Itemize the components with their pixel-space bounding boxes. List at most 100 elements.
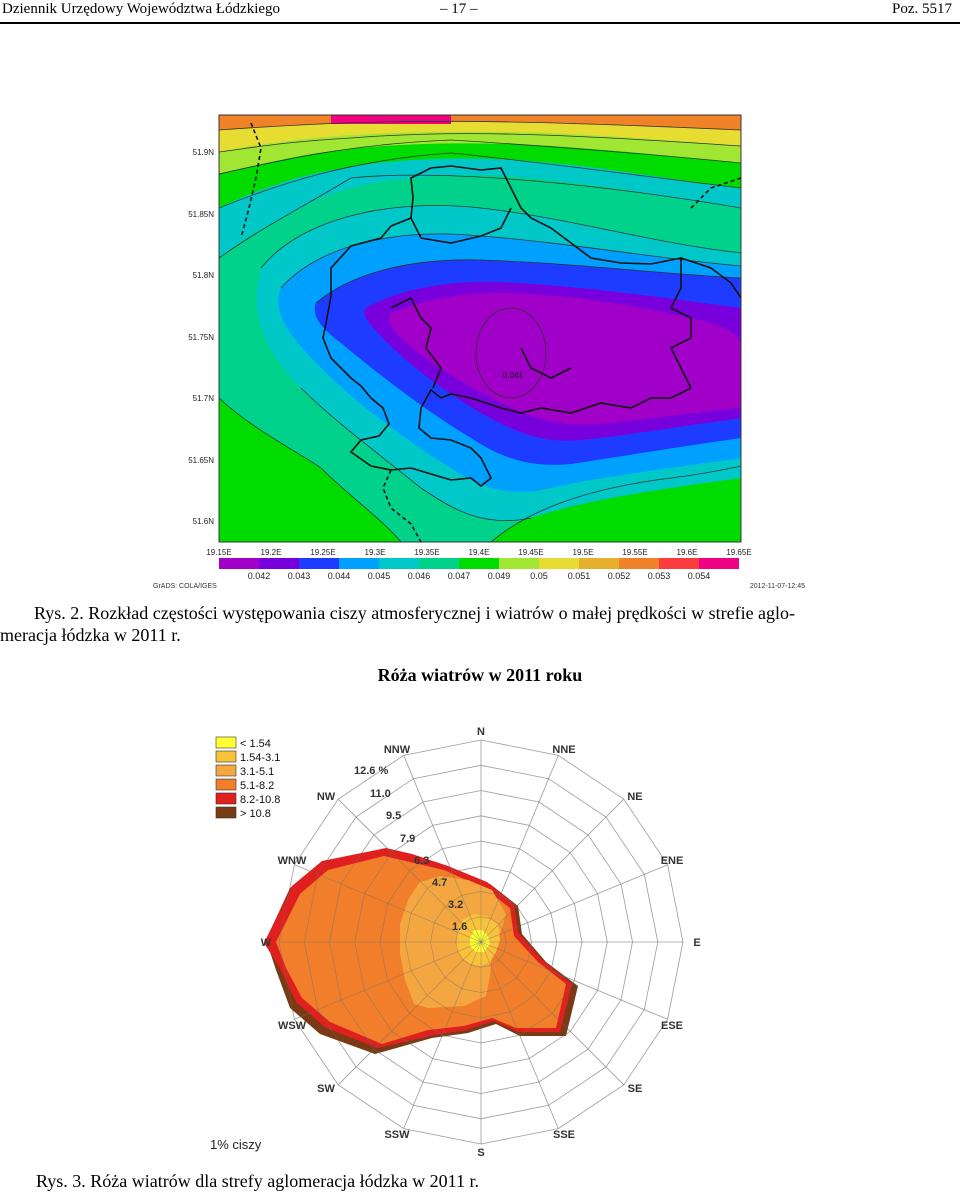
x-axis: 19.15E 19.2E 19.25E 19.3E 19.35E 19.4E 1… <box>206 548 751 557</box>
ring-label: 9.5 <box>386 810 401 822</box>
x-tick: 19.25E <box>310 548 335 557</box>
direction-label: S <box>477 1147 484 1159</box>
direction-label: NNE <box>552 744 575 756</box>
legend-swatch <box>379 558 419 569</box>
legend-swatch <box>539 558 579 569</box>
legend-value: 0.049 <box>488 571 511 581</box>
ring-labels: 1.6 3.2 4.7 6.3 7.9 9.5 11.0 12.6 % <box>354 765 467 933</box>
grid-spoke <box>480 941 625 1086</box>
map-timestamp: 2012-11-07-12:45 <box>750 583 805 590</box>
grid-spoke <box>337 941 482 1086</box>
color-legend-labels: 0.042 0.043 0.044 0.045 0.046 0.047 0.04… <box>248 571 711 581</box>
grid-spoke <box>480 941 668 1020</box>
figure3-caption: Rys. 3. Róża wiatrów dla strefy aglomera… <box>36 1171 479 1191</box>
grid-spoke <box>480 864 668 943</box>
legend-swatch <box>459 558 499 569</box>
figure2-caption-line1: Rys. 2. Rozkład częstości występowania c… <box>34 603 796 623</box>
color-legend <box>219 558 739 569</box>
legend-swatch <box>215 806 237 819</box>
legend-swatch <box>215 792 237 805</box>
grid-spoke <box>294 864 482 943</box>
wind-rose-title: Róża wiatrów w 2011 roku <box>377 665 583 685</box>
district-boundaries <box>240 122 741 542</box>
rose-band-yellow <box>470 930 490 952</box>
x-tick: 19.2E <box>261 548 282 557</box>
legend-label: < 1.54 <box>240 738 271 750</box>
y-tick: 51.9N <box>193 148 215 157</box>
journal-title: Dziennik Urzędowy Województwa Łódzkiego <box>2 1 281 17</box>
x-tick: 19.5E <box>573 548 594 557</box>
grid-ring <box>329 790 633 1094</box>
direction-label: SW <box>317 1083 335 1095</box>
legend-swatch <box>419 558 459 569</box>
x-tick: 19.3E <box>365 548 386 557</box>
x-tick: 19.65E <box>726 548 751 557</box>
x-tick: 19.55E <box>622 548 647 557</box>
figure-wind-rose: 1.6 3.2 4.7 6.3 7.9 9.5 11.0 12.6 % N NN… <box>200 718 720 1163</box>
x-tick: 19.6E <box>677 548 698 557</box>
ring-label: 11.0 <box>370 788 391 800</box>
legend-swatch <box>215 750 237 763</box>
grid-spoke <box>480 941 559 1129</box>
grid-ring <box>430 891 532 993</box>
grid-ring <box>278 739 684 1145</box>
grid-ring <box>404 865 558 1019</box>
y-tick: 51.75N <box>188 333 214 342</box>
grid-ring <box>303 764 659 1120</box>
legend-swatch <box>259 558 299 569</box>
legend-swatch <box>215 778 237 791</box>
figure2-caption-line2: meracja łódzka w 2011 r. <box>0 625 181 645</box>
grid-spoke <box>480 798 625 943</box>
calm-label: 1% ciszy <box>210 1137 262 1152</box>
y-tick: 51.65N <box>188 456 214 465</box>
direction-labels: N NNE NE ENE E ESE SE SSE S SSW SW WSW W… <box>261 726 701 1159</box>
grid-ring <box>455 916 507 968</box>
legend-value: 0.046 <box>408 571 431 581</box>
legend-label: 1.54-3.1 <box>240 752 280 764</box>
legend-swatch <box>659 558 699 569</box>
page-header: Dziennik Urzędowy Województwa Łódzkiego … <box>0 0 960 24</box>
grads-credit: GrADS: COLA/IGES <box>153 583 217 590</box>
legend-label: 8.2-10.8 <box>240 794 280 806</box>
header-rule <box>0 22 960 24</box>
legend-label: 3.1-5.1 <box>240 766 274 778</box>
grid-spoke <box>294 941 482 1020</box>
legend-value: 0.044 <box>328 571 351 581</box>
position-number: Poz. 5517 <box>892 1 952 17</box>
x-tick: 19.4E <box>469 548 490 557</box>
direction-label: WSW <box>278 1020 307 1032</box>
direction-label: W <box>261 937 272 949</box>
ring-label: 3.2 <box>448 899 463 911</box>
y-tick: 51.7N <box>193 394 215 403</box>
wind-rose-grid-overlay <box>278 739 684 1145</box>
direction-label: SSW <box>384 1129 410 1141</box>
legend-value: 0.047 <box>448 571 471 581</box>
plot-frame <box>218 114 742 543</box>
ring-label: 4.7 <box>432 877 447 889</box>
legend-value: 0.054 <box>688 571 711 581</box>
legend-value: 0.053 <box>648 571 671 581</box>
legend-swatch <box>339 558 379 569</box>
legend-value: 0.051 <box>568 571 591 581</box>
legend-swatch <box>299 558 339 569</box>
direction-label: ESE <box>661 1020 683 1032</box>
y-tick: 51.8N <box>193 271 215 280</box>
legend-value: 0.042 <box>248 571 271 581</box>
grid-spoke <box>403 755 482 943</box>
legend-swatch <box>215 764 237 777</box>
grid-spoke <box>480 755 559 943</box>
ring-label: 12.6 % <box>354 765 388 777</box>
direction-label: N <box>477 726 485 738</box>
grid-ring <box>354 815 608 1069</box>
legend-swatch <box>219 558 259 569</box>
legend-swatch <box>215 736 237 749</box>
ring-label: 1.6 <box>452 921 467 933</box>
wind-rose-sectors <box>264 848 578 1054</box>
legend-swatch <box>499 558 539 569</box>
legend-swatch <box>699 558 739 569</box>
y-tick: 51.6N <box>193 517 215 526</box>
legend-swatch <box>579 558 619 569</box>
legend-swatch <box>619 558 659 569</box>
ring-label: 6.3 <box>414 855 429 867</box>
direction-label: E <box>693 937 700 949</box>
